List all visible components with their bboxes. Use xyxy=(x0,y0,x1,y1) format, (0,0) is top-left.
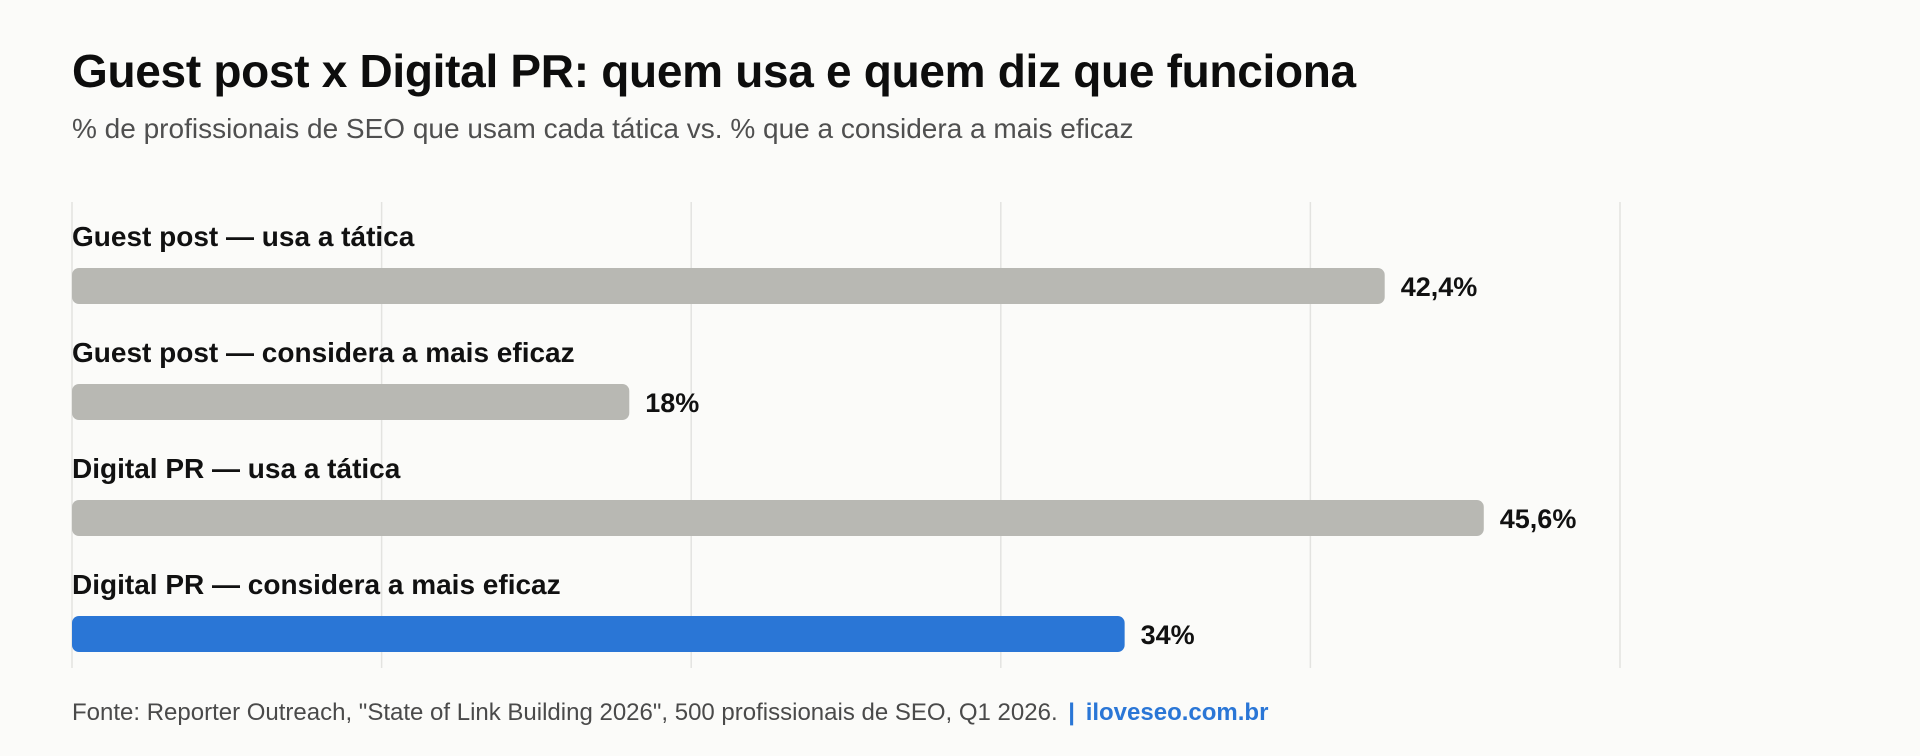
chart-title: Guest post x Digital PR: quem usa e quem… xyxy=(72,45,1356,97)
brand-link[interactable]: iloveseo.com.br xyxy=(1085,699,1269,726)
chart-subtitle: % de profissionais de SEO que usam cada … xyxy=(72,113,1134,144)
source-text: Fonte: Reporter Outreach, "State of Link… xyxy=(72,699,1058,726)
category-label: Digital PR — considera a mais eficaz xyxy=(72,569,561,600)
bar xyxy=(72,384,630,420)
category-label: Guest post — considera a mais eficaz xyxy=(72,337,575,368)
category-label: Guest post — usa a tática xyxy=(72,221,415,252)
bar xyxy=(72,500,1484,536)
category-label: Digital PR — usa a tática xyxy=(72,453,401,484)
bar xyxy=(72,616,1125,652)
bar xyxy=(72,268,1385,304)
value-label: 18% xyxy=(645,388,699,418)
value-label: 45,6% xyxy=(1500,504,1577,534)
bars: Guest post — usa a tática 42,4% Guest post… xyxy=(72,221,1576,652)
value-label: 42,4% xyxy=(1401,272,1478,302)
value-label: 34% xyxy=(1141,620,1195,650)
source-note: Fonte: Reporter Outreach, "State of Link… xyxy=(72,699,1268,727)
footer-separator: | xyxy=(1068,699,1076,726)
